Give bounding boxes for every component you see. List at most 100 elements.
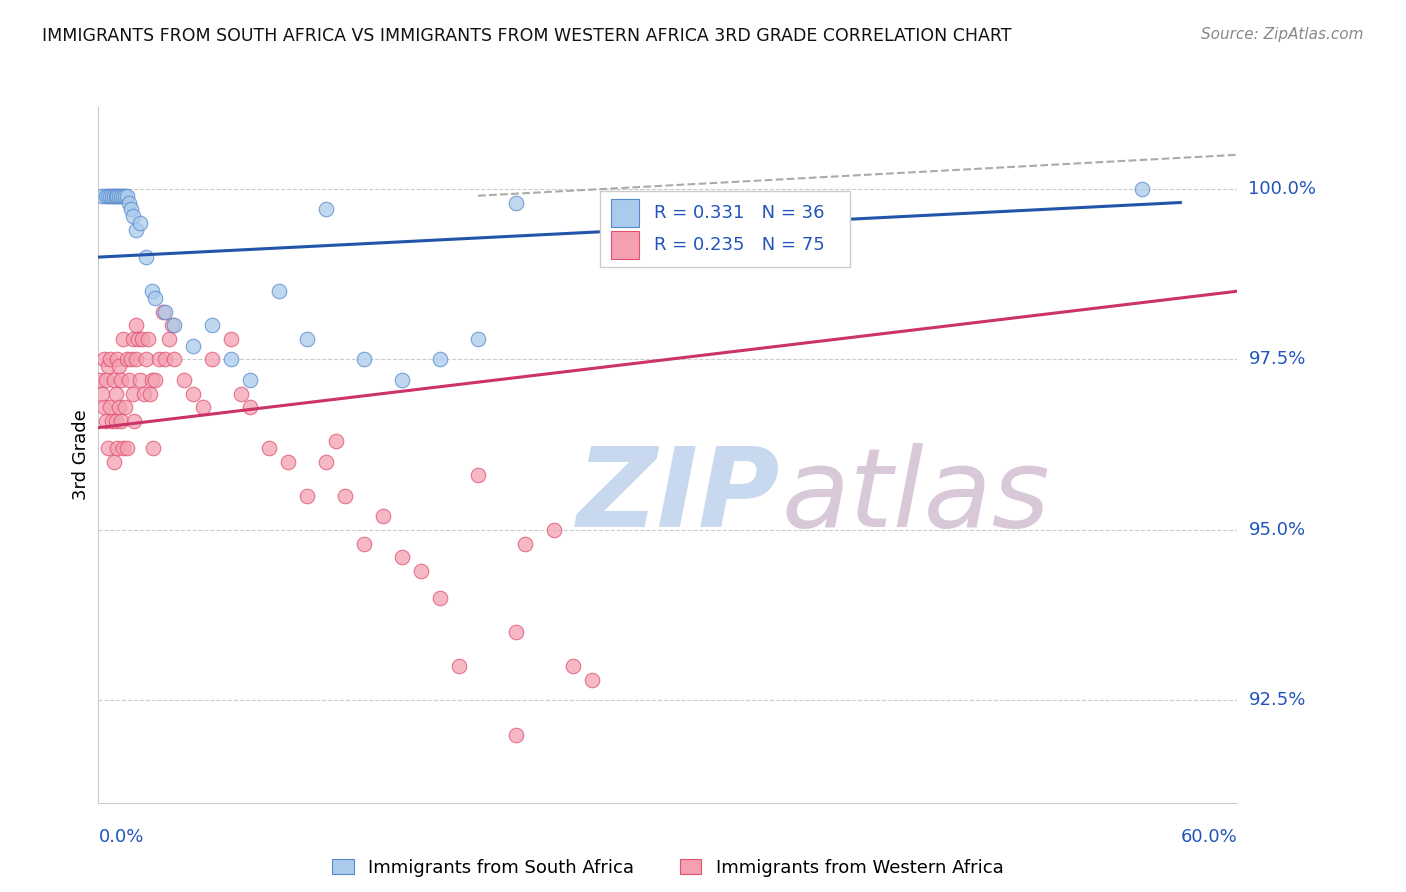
Point	[98, 400, 121, 414]
Point	[89, 373, 111, 387]
Point	[110, 188, 132, 202]
Point	[97, 188, 120, 202]
Point	[138, 386, 160, 401]
Point	[118, 195, 141, 210]
Point	[505, 728, 527, 742]
Text: R = 0.235   N = 75: R = 0.235 N = 75	[654, 235, 825, 254]
Point	[103, 373, 125, 387]
FancyBboxPatch shape	[612, 231, 640, 259]
Point	[163, 352, 186, 367]
Point	[97, 441, 120, 455]
Point	[112, 441, 135, 455]
Point	[135, 250, 157, 264]
Point	[505, 195, 527, 210]
Y-axis label: 3rd Grade: 3rd Grade	[72, 409, 90, 500]
Point	[157, 332, 180, 346]
Point	[129, 216, 152, 230]
Point	[94, 414, 117, 428]
Point	[467, 332, 489, 346]
Point	[325, 434, 347, 449]
Point	[173, 373, 195, 387]
Point	[107, 188, 129, 202]
FancyBboxPatch shape	[599, 191, 851, 267]
Point	[129, 373, 152, 387]
Point	[447, 659, 470, 673]
Legend: Immigrants from South Africa, Immigrants from Western Africa: Immigrants from South Africa, Immigrants…	[325, 852, 1011, 884]
Point	[1132, 182, 1154, 196]
Point	[229, 386, 252, 401]
Point	[120, 352, 142, 367]
Point	[505, 625, 527, 640]
Point	[121, 332, 143, 346]
Point	[104, 414, 127, 428]
Point	[429, 591, 451, 606]
Point	[239, 400, 262, 414]
Point	[183, 339, 205, 353]
Point	[91, 188, 114, 202]
Point	[221, 332, 243, 346]
Point	[132, 386, 155, 401]
Point	[125, 318, 148, 333]
Point	[142, 441, 165, 455]
Point	[543, 523, 565, 537]
Point	[108, 400, 131, 414]
Point	[148, 352, 170, 367]
Point	[315, 202, 337, 217]
Point	[141, 373, 163, 387]
Point	[112, 188, 135, 202]
Point	[429, 352, 451, 367]
Point	[467, 468, 489, 483]
Point	[104, 188, 127, 202]
Point	[110, 414, 132, 428]
Point	[239, 373, 262, 387]
Point	[103, 455, 125, 469]
Point	[100, 414, 122, 428]
Point	[91, 386, 114, 401]
Point	[267, 284, 290, 298]
Point	[108, 359, 131, 374]
Point	[221, 352, 243, 367]
Point	[118, 373, 141, 387]
Point	[153, 352, 176, 367]
Point	[110, 373, 132, 387]
Point	[114, 400, 136, 414]
Point	[114, 188, 136, 202]
Text: R = 0.331   N = 36: R = 0.331 N = 36	[654, 203, 825, 222]
Point	[153, 304, 176, 318]
Point	[135, 352, 157, 367]
Text: Source: ZipAtlas.com: Source: ZipAtlas.com	[1201, 27, 1364, 42]
Point	[107, 352, 129, 367]
Point	[297, 332, 319, 346]
Point	[335, 489, 357, 503]
Point	[152, 304, 174, 318]
Point	[115, 352, 138, 367]
Point	[183, 386, 205, 401]
Point	[115, 441, 138, 455]
Point	[125, 352, 148, 367]
Point	[97, 359, 120, 374]
Point	[124, 414, 146, 428]
Point	[131, 332, 153, 346]
Point	[115, 188, 138, 202]
Point	[93, 352, 115, 367]
Point	[98, 352, 121, 367]
Point	[94, 373, 117, 387]
Text: 92.5%: 92.5%	[1249, 691, 1306, 709]
Text: atlas: atlas	[782, 443, 1050, 550]
Point	[353, 352, 375, 367]
Text: 97.5%: 97.5%	[1249, 351, 1306, 368]
Point	[120, 202, 142, 217]
Point	[125, 223, 148, 237]
Point	[581, 673, 603, 687]
Point	[411, 564, 433, 578]
Point	[98, 188, 121, 202]
Point	[121, 386, 143, 401]
Point	[100, 188, 122, 202]
Point	[112, 332, 135, 346]
Point	[145, 291, 167, 305]
Point	[136, 332, 159, 346]
Point	[201, 352, 224, 367]
Point	[391, 373, 413, 387]
Point	[94, 188, 117, 202]
Text: 95.0%: 95.0%	[1249, 521, 1306, 539]
